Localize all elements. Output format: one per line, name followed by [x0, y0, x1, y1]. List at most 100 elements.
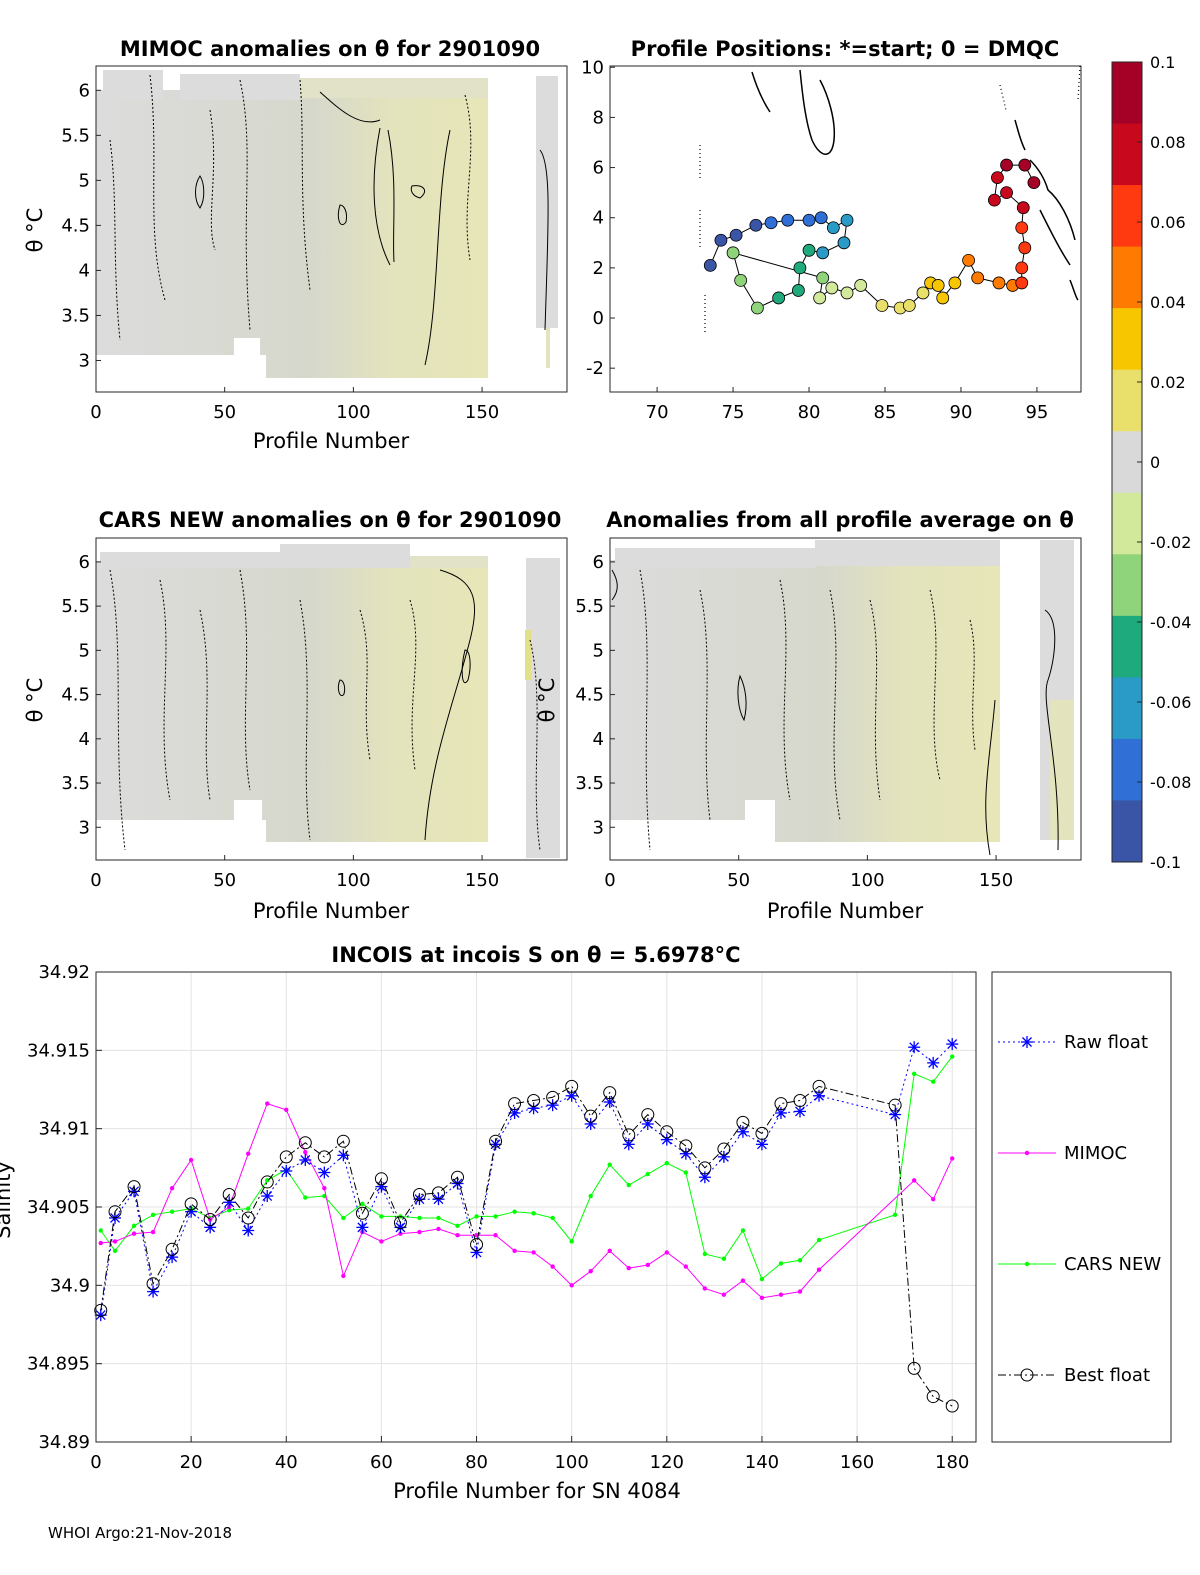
marker-stroke: [300, 1155, 311, 1165]
raw-float-marker: [299, 1154, 312, 1166]
profile-position-marker: [936, 291, 950, 305]
profile-position-marker: [962, 253, 975, 267]
raw-float-marker: [736, 1125, 749, 1138]
data-point: [265, 1101, 270, 1106]
x-tick-label: 90: [950, 402, 973, 423]
data-point: [303, 1149, 308, 1155]
profile-position-marker: [792, 284, 805, 297]
data-point: [740, 1228, 746, 1233]
data-point: [702, 1251, 708, 1257]
best-float-marker: [165, 1242, 179, 1256]
y-tick-label: 8: [593, 107, 604, 128]
best-float-marker: [279, 1150, 293, 1164]
y-tick-label: 6: [593, 552, 604, 573]
mimoc-contours: [195, 91, 549, 366]
colorbar-segment: [1112, 554, 1142, 617]
chart-xlabel: Profile Number for SN 4084: [393, 1479, 681, 1503]
marker-stroke: [566, 1090, 577, 1101]
data-point: [797, 1258, 803, 1263]
profile-position-marker: [1018, 158, 1032, 172]
marker-stroke: [490, 1139, 501, 1150]
profile-position-marker: [726, 246, 740, 260]
raw-float-marker: [813, 1089, 826, 1102]
best-float-marker: [451, 1170, 465, 1184]
profile-position-marker: [948, 276, 962, 290]
x-tick-label: 85: [874, 402, 897, 423]
y-tick-label: 34.905: [27, 1197, 90, 1218]
raw-float-marker: [261, 1190, 274, 1203]
data-point: [550, 1264, 555, 1269]
raw-float-marker: [641, 1117, 654, 1130]
best-float-marker: [926, 1390, 940, 1404]
best-float-marker: [546, 1090, 560, 1104]
x-tick-label: 20: [180, 1452, 203, 1473]
raw-float-marker: [946, 1038, 959, 1051]
best-float-marker: [146, 1277, 160, 1291]
data-point: [131, 1223, 137, 1229]
best-float-marker: [222, 1187, 236, 1201]
x-tick-label: 100: [554, 1452, 588, 1473]
profile-position-marker: [916, 286, 930, 300]
x-tick-label: 0: [90, 402, 101, 423]
data-point: [226, 1207, 232, 1213]
profile-position-marker: [840, 286, 854, 300]
data-point: [816, 1237, 822, 1243]
profile-position-marker: [781, 213, 795, 227]
x-tick-label: 150: [979, 870, 1013, 891]
marker-stroke: [909, 1042, 920, 1053]
colorbar-tick-label: 0.06: [1150, 213, 1186, 232]
series-line: [100, 1102, 953, 1299]
x-tick-label: 70: [646, 402, 669, 423]
data-point: [550, 1215, 555, 1221]
y-tick-label: 4: [79, 260, 90, 281]
profile-position-marker: [902, 299, 916, 312]
positions-title: Profile Positions: *=start; 0 = DMQC: [631, 37, 1060, 61]
raw-float-marker: [908, 1041, 921, 1054]
x-tick-label: 100: [850, 870, 884, 891]
best-float-marker: [774, 1097, 788, 1111]
best-float-marker: [298, 1136, 312, 1150]
y-tick-label: 5: [79, 170, 90, 191]
best-float-marker: [679, 1139, 693, 1153]
data-point: [531, 1250, 536, 1255]
data-point: [246, 1206, 251, 1211]
marker-stroke: [642, 1119, 653, 1129]
profile-position-marker: [793, 261, 807, 275]
mimoc-xlabel: Profile Number: [253, 429, 410, 453]
data-point: [169, 1186, 175, 1191]
best-float-marker: [184, 1197, 198, 1211]
best-float-marker: [736, 1115, 750, 1129]
data-point: [816, 1267, 822, 1272]
series-cars-new: [98, 1054, 955, 1282]
profile-position-marker: [764, 216, 778, 230]
raw-float-marker: [318, 1166, 331, 1179]
marker-stroke: [795, 1106, 805, 1117]
profile-position-marker: [750, 301, 764, 315]
raw-float-marker: [1021, 1036, 1033, 1048]
data-point: [626, 1182, 631, 1188]
profile-position-marker: [734, 274, 748, 287]
data-point: [379, 1239, 384, 1244]
best-float-marker: [888, 1098, 902, 1112]
marker-stroke: [756, 1139, 767, 1150]
x-tick-label: 50: [213, 870, 236, 891]
island-coastline: [699, 65, 1081, 332]
cars-panel: [95, 537, 568, 861]
positions-axes: [609, 65, 1082, 393]
raw-float-marker: [356, 1221, 369, 1234]
x-tick-label: 50: [213, 402, 236, 423]
raw-float-marker: [280, 1164, 293, 1177]
profile-position-marker: [729, 228, 743, 242]
colorbar-tick-label: -0.1: [1150, 853, 1181, 872]
y-tick-label: 4: [593, 208, 604, 229]
colorbar-segment: [1112, 615, 1142, 678]
marker-stroke: [319, 1167, 330, 1178]
best-float-marker: [508, 1097, 522, 1111]
data-point: [436, 1226, 441, 1232]
raw-float-marker: [337, 1149, 350, 1162]
best-float-marker: [755, 1126, 769, 1140]
x-tick-label: 0: [604, 870, 615, 891]
data-point: [98, 1240, 103, 1246]
data-point: [797, 1289, 803, 1294]
y-tick-label: 34.9: [50, 1275, 90, 1296]
